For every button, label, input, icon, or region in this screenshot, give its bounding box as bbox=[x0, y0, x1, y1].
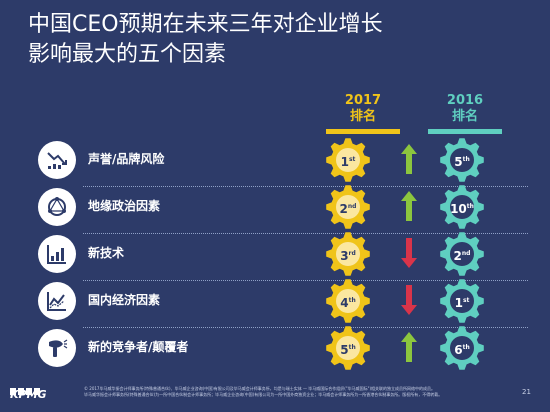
globe-network-icon bbox=[38, 188, 76, 226]
row-divider bbox=[83, 280, 528, 281]
rank-2016-value: 5th bbox=[454, 155, 470, 169]
rank-2017-value: 1st bbox=[340, 155, 356, 169]
up-arrow-icon bbox=[401, 191, 417, 221]
header-bar-2017 bbox=[326, 129, 400, 134]
year-2017-label: 2017 bbox=[344, 93, 382, 108]
rank-2017-value: 3rd bbox=[340, 249, 356, 263]
rank-2017-label: 排名 bbox=[349, 109, 376, 124]
gear-2017: 3rd bbox=[325, 231, 371, 277]
rank-2016-value: 1st bbox=[454, 296, 470, 310]
footer-line-1: © 2017毕马威华振会计师事务所(特殊普通合伙)、毕马威企业咨询(中国)有限公… bbox=[84, 386, 436, 391]
factor-row: 地缘政治因素 2nd 10th bbox=[28, 183, 528, 234]
page-number: 21 bbox=[522, 388, 531, 396]
up-arrow-icon bbox=[401, 332, 417, 362]
factor-row: 国内经济因素 4th 1st bbox=[28, 277, 528, 328]
title-line-1: 中国CEO预期在未来三年对企业增长 bbox=[28, 12, 383, 37]
rank-header-2017: 2017 排名 bbox=[326, 93, 400, 134]
title-line-2: 影响最大的五个因素 bbox=[28, 42, 227, 67]
down-arrow-icon bbox=[401, 285, 417, 315]
rank-2016-label: 排名 bbox=[451, 109, 478, 124]
gear-2016: 10th bbox=[439, 184, 485, 230]
footer-line-2: 毕马威华振会计师事务所(特殊普通合伙)为一所中国合伙制会计师事务所；毕马威企业咨… bbox=[84, 392, 443, 397]
footer-disclaimer: © 2017毕马威华振会计师事务所(特殊普通合伙)、毕马威企业咨询(中国)有限公… bbox=[84, 386, 504, 398]
line-chart-icon bbox=[38, 282, 76, 320]
gear-2017: 1st bbox=[325, 137, 371, 183]
reputation-chart-icon bbox=[38, 141, 76, 179]
up-arrow-icon bbox=[401, 144, 417, 174]
header-bar-2016 bbox=[428, 129, 502, 134]
rank-2017-value: 5th bbox=[340, 343, 356, 357]
factor-label: 地缘政治因素 bbox=[88, 199, 161, 213]
gear-2016: 6th bbox=[439, 325, 485, 371]
factor-label: 国内经济因素 bbox=[88, 293, 161, 307]
hairdryer-icon bbox=[38, 329, 76, 367]
gear-2017: 2nd bbox=[325, 184, 371, 230]
factor-row: 声誉/品牌风险 1st 5th bbox=[28, 136, 528, 187]
gear-2016: 2nd bbox=[439, 231, 485, 277]
gear-2017: 5th bbox=[325, 325, 371, 371]
factor-label: 新的竞争者/颠覆者 bbox=[88, 340, 189, 354]
factor-label: 声誉/品牌风险 bbox=[88, 152, 165, 166]
rank-2017-value: 4th bbox=[340, 296, 356, 310]
rank-2016-value: 2nd bbox=[453, 249, 471, 263]
gear-2016: 1st bbox=[439, 278, 485, 324]
kpmg-logo: KPMG bbox=[10, 388, 47, 401]
year-2016-label: 2016 bbox=[446, 93, 484, 108]
rank-2017-value: 2nd bbox=[339, 202, 357, 216]
row-divider bbox=[83, 233, 528, 234]
down-arrow-icon bbox=[401, 238, 417, 268]
rank-header-2016: 2016 排名 bbox=[428, 93, 502, 134]
slide-title: 中国CEO预期在未来三年对企业增长 影响最大的五个因素 bbox=[28, 10, 528, 70]
bar-chart-icon bbox=[38, 235, 76, 273]
factor-row: 新的竞争者/颠覆者 5th 6th bbox=[28, 324, 528, 372]
rank-2016-value: 10th bbox=[450, 202, 474, 216]
factor-label: 新技术 bbox=[88, 246, 125, 260]
kpmg-logo-mark bbox=[10, 381, 40, 400]
factor-row: 新技术 3rd 2nd bbox=[28, 230, 528, 281]
rank-2016-value: 6th bbox=[454, 343, 470, 357]
row-divider bbox=[83, 327, 528, 328]
gear-2017: 4th bbox=[325, 278, 371, 324]
gear-2016: 5th bbox=[439, 137, 485, 183]
row-divider bbox=[83, 186, 528, 187]
